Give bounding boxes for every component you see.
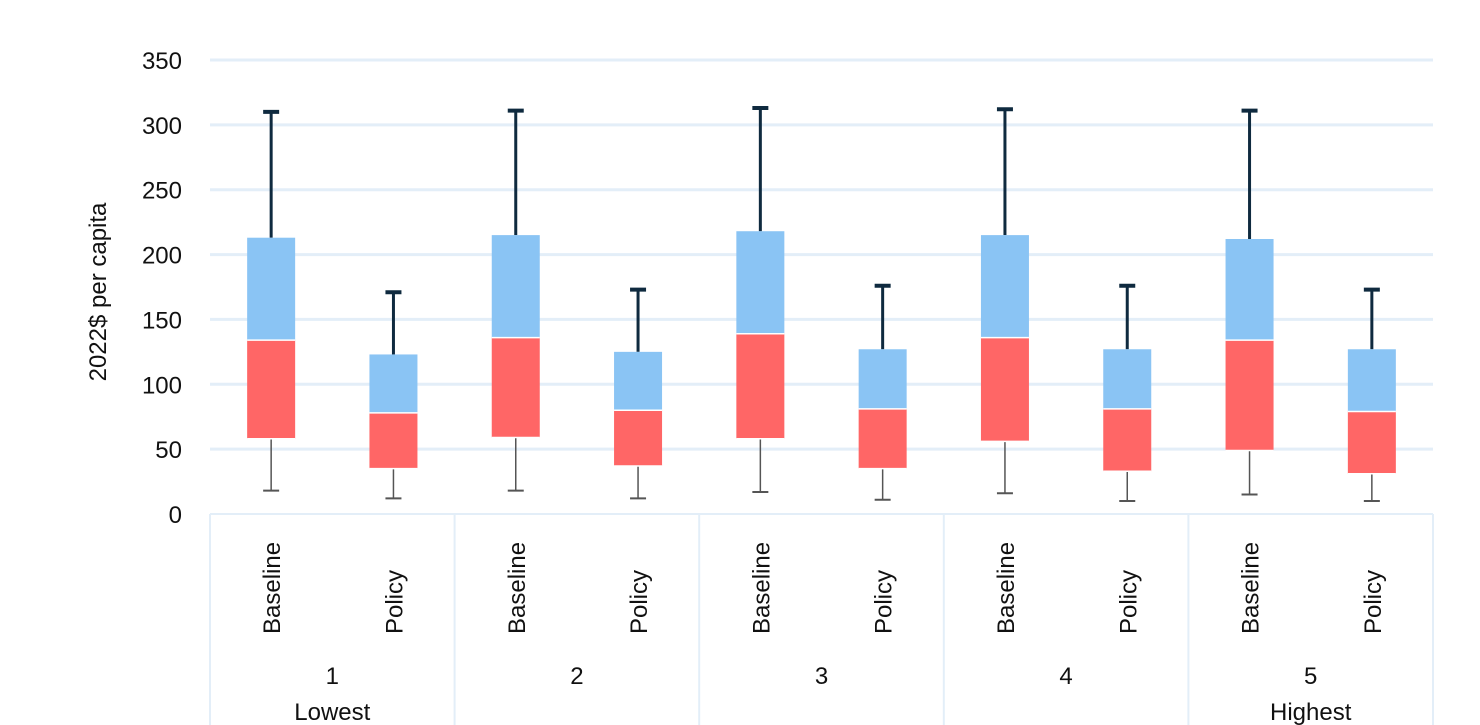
y-tick-label: 350	[142, 48, 182, 75]
upper-box	[369, 354, 418, 413]
y-axis-title: 2022$ per capita	[85, 202, 112, 381]
group-label: 5	[1304, 663, 1317, 690]
upper-box	[1347, 349, 1396, 412]
group-label: 2	[570, 663, 583, 690]
upper-box	[980, 235, 1029, 338]
x-tick-label: Baseline	[748, 542, 775, 634]
x-tick-label: Baseline	[993, 542, 1020, 634]
group-label: 4	[1059, 663, 1072, 690]
upper-box	[736, 231, 785, 334]
x-tick-label: Baseline	[1238, 542, 1265, 634]
lower-box	[247, 340, 296, 439]
lower-box	[1347, 411, 1396, 474]
y-tick-label: 0	[169, 502, 182, 529]
upper-box	[491, 235, 540, 338]
upper-box	[1103, 349, 1152, 409]
x-axis: 1 Lowest Baseline Policy 2 Baseline Policy 3 Bas…	[209, 513, 1434, 725]
y-tick-label: 100	[142, 372, 182, 399]
x-tick-label: Policy	[871, 570, 898, 634]
group-sublabel: Highest	[1270, 699, 1352, 725]
lower-box	[491, 337, 540, 438]
x-tick-label: Policy	[381, 570, 408, 634]
lower-box	[614, 410, 663, 467]
lower-box	[1103, 408, 1152, 472]
group-label: 3	[815, 663, 828, 690]
y-tick-label: 200	[142, 243, 182, 270]
x-tick-label: Policy	[1115, 570, 1142, 634]
lower-box	[980, 337, 1029, 442]
lower-box	[736, 333, 785, 439]
group-label: 1	[326, 663, 339, 690]
y-tick-label: 50	[155, 437, 182, 464]
upper-box	[247, 237, 296, 341]
lower-box	[1225, 340, 1274, 451]
y-tick-label: 150	[142, 307, 182, 334]
x-tick-label: Policy	[1360, 570, 1387, 634]
upper-box	[614, 351, 663, 411]
y-axis: 0 50 100 150 200 250 300 350	[142, 48, 182, 529]
x-tick-label: Policy	[626, 570, 653, 634]
lower-box	[858, 408, 907, 469]
x-tick-label: Baseline	[259, 542, 286, 634]
upper-box	[1225, 239, 1274, 341]
x-tick-label: Baseline	[504, 542, 531, 634]
y-tick-label: 250	[142, 178, 182, 205]
upper-box	[858, 349, 907, 409]
y-tick-label: 300	[142, 113, 182, 140]
box-plots	[247, 105, 1396, 503]
lower-box	[369, 412, 418, 469]
group-sublabel: Lowest	[294, 699, 370, 725]
